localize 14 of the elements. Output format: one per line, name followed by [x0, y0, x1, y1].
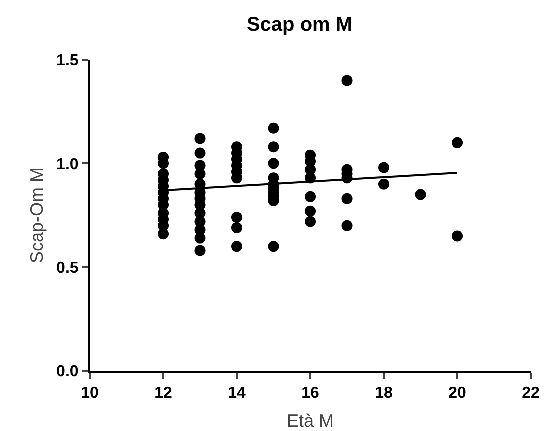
y-tick-label: 0.5: [56, 260, 79, 277]
x-tick-label: 18: [375, 385, 393, 402]
y-tick-label: 1.0: [56, 156, 79, 174]
y-tick-label: 1.5: [56, 52, 79, 70]
x-tick-label: 12: [154, 385, 172, 402]
x-tick-label: 16: [302, 385, 320, 402]
chart-title: Scap om M: [246, 14, 353, 36]
x-tick-label: 14: [228, 385, 246, 402]
x-tick-label: 22: [522, 385, 540, 402]
y-tick-label: 0.0: [56, 364, 79, 381]
x-tick-label: 20: [448, 385, 466, 402]
x-axis-title: Età M: [286, 411, 334, 431]
x-tick-label: 10: [81, 385, 99, 402]
y-axis-title: Scap-Om M: [27, 167, 47, 264]
